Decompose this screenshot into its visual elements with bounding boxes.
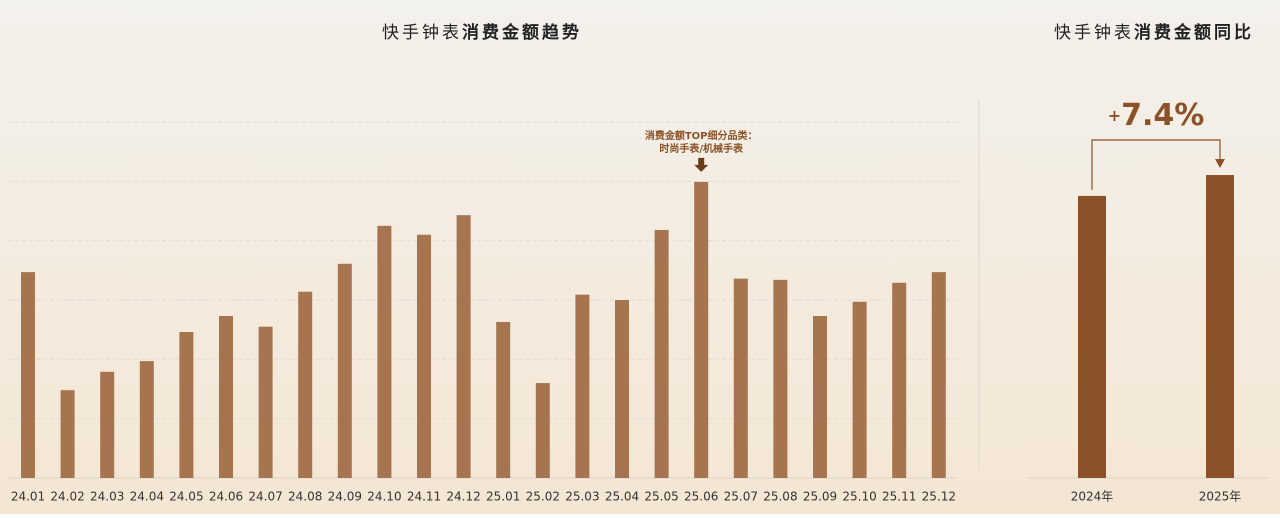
bar <box>931 272 946 478</box>
title-bold: 消费金额同比 <box>1134 22 1254 43</box>
title-light: 快手钟表 <box>1054 23 1134 43</box>
x-tick-label: 24.10 <box>367 490 401 504</box>
bar <box>337 263 352 478</box>
x-tick-label: 2024年 <box>1071 490 1114 504</box>
bar <box>694 181 709 478</box>
x-tick-label: 24.12 <box>446 490 480 504</box>
x-tick-label: 24.01 <box>11 490 45 504</box>
x-tick-label: 24.11 <box>407 490 441 504</box>
bar <box>139 361 154 478</box>
bar <box>852 301 867 478</box>
bar <box>258 326 273 478</box>
annotation: 时尚手表/机械手表 <box>659 142 744 155</box>
x-tick-label: 24.07 <box>248 490 282 504</box>
bar <box>219 316 233 478</box>
bar <box>100 371 115 478</box>
x-tick-label: 24.06 <box>209 490 243 504</box>
bar <box>773 279 788 478</box>
x-tick-label: 25.05 <box>644 490 678 504</box>
change-arrow <box>1215 159 1225 169</box>
x-tick-label: 24.08 <box>288 490 322 504</box>
title-bold: 消费金额趋势 <box>462 22 582 43</box>
annotation-arrow <box>694 157 709 172</box>
x-tick-label: 25.06 <box>684 490 718 504</box>
x-tick-label: 25.03 <box>565 490 599 504</box>
annotation: 消费金额TOP细分品类： <box>645 129 758 142</box>
x-tick-label: 24.04 <box>130 490 164 504</box>
change-bracket <box>1091 139 1221 190</box>
bar <box>892 282 907 478</box>
x-tick-label: 24.03 <box>90 490 124 504</box>
x-tick-label: 24.09 <box>328 490 362 504</box>
change-sign: + <box>1108 106 1121 125</box>
bar <box>21 272 35 478</box>
x-tick-label: 2025年 <box>1199 490 1242 504</box>
bar <box>1078 195 1106 478</box>
x-tick-label: 25.12 <box>922 490 956 504</box>
x-tick-label: 25.04 <box>605 490 639 504</box>
change-label: +7.4% <box>1108 98 1205 133</box>
x-tick-label: 25.02 <box>526 490 560 504</box>
x-tick-label: 24.02 <box>50 490 84 504</box>
x-tick-label: 25.01 <box>486 490 520 504</box>
bar <box>298 291 313 478</box>
title-light: 快手钟表 <box>382 23 462 43</box>
chart-title: 快手钟表消费金额同比 <box>1054 22 1254 43</box>
bar <box>733 278 748 478</box>
x-tick-label: 25.08 <box>763 490 797 504</box>
bar <box>535 383 550 478</box>
x-tick-label: 25.11 <box>882 490 916 504</box>
x-tick-label: 24.05 <box>169 490 203 504</box>
bar <box>417 234 431 478</box>
bar <box>615 300 629 478</box>
bar <box>60 390 75 478</box>
x-tick-label: 25.09 <box>803 490 837 504</box>
x-tick-label: 25.07 <box>724 490 758 504</box>
bar <box>575 294 590 478</box>
change-value: 7.4% <box>1121 98 1204 133</box>
bar <box>654 229 669 478</box>
bar <box>377 225 392 478</box>
bar <box>1206 175 1234 478</box>
bar <box>496 321 511 478</box>
x-tick-label: 25.10 <box>842 490 876 504</box>
bar <box>813 316 827 478</box>
chart-title: 快手钟表消费金额趋势 <box>382 22 582 43</box>
bar <box>179 332 194 478</box>
bar <box>456 215 471 479</box>
